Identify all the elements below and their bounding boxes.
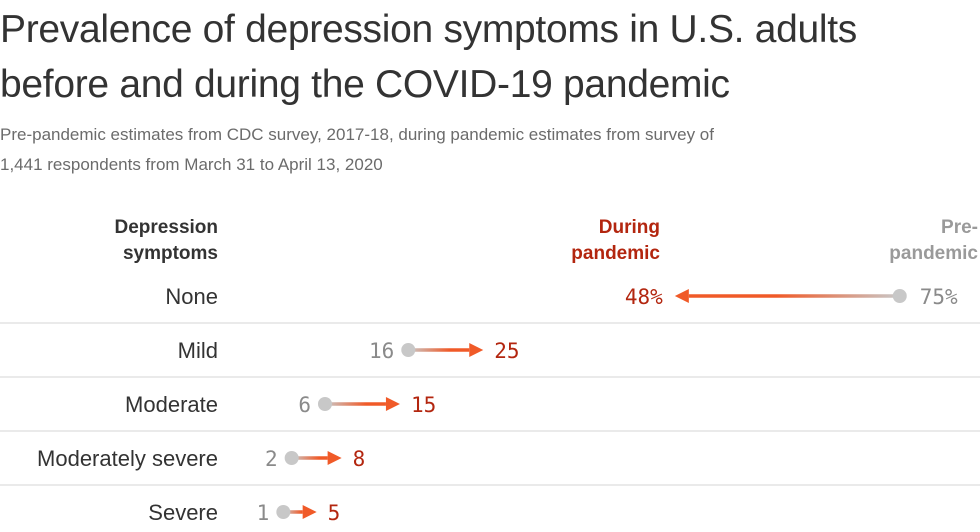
pre-pandemic-dot bbox=[284, 451, 299, 465]
chart-subtitle: Pre-pandemic estimates from CDC survey, … bbox=[0, 125, 714, 174]
pre-pandemic-value-label: 2 bbox=[265, 447, 278, 471]
during-arrowhead bbox=[674, 289, 689, 303]
during-pandemic-value-label: 15 bbox=[411, 393, 436, 417]
during-arrowhead bbox=[327, 451, 342, 465]
column-header-category: Depression bbox=[115, 217, 218, 238]
column-header-pre: pandemic bbox=[889, 243, 978, 264]
during-pandemic-value-label: 5 bbox=[328, 501, 341, 525]
category-label: Moderate bbox=[125, 392, 218, 417]
column-header-pre: Pre- bbox=[941, 217, 978, 238]
pre-pandemic-dot bbox=[401, 343, 416, 357]
category-label: None bbox=[165, 284, 218, 309]
pre-pandemic-value-label: 1 bbox=[257, 501, 270, 525]
during-arrowhead bbox=[302, 505, 317, 519]
column-header-during: pandemic bbox=[571, 243, 660, 264]
during-arrowhead bbox=[469, 343, 484, 357]
category-label: Severe bbox=[148, 500, 218, 525]
category-label: Moderately severe bbox=[37, 446, 218, 471]
pre-pandemic-value-label: 75% bbox=[920, 285, 958, 309]
category-label: Mild bbox=[178, 338, 218, 363]
during-pandemic-value-label: 25 bbox=[494, 339, 519, 363]
pre-pandemic-value-label: 16 bbox=[369, 339, 394, 363]
chart-title: Prevalence of depression symptoms in U.S… bbox=[0, 8, 858, 106]
pre-pandemic-dot bbox=[317, 397, 332, 411]
during-arrowhead bbox=[385, 397, 400, 411]
column-header-during: During bbox=[599, 217, 660, 238]
during-pandemic-value-label: 48% bbox=[625, 285, 663, 309]
during-pandemic-value-label: 8 bbox=[353, 447, 366, 471]
pre-pandemic-value-label: 6 bbox=[298, 393, 311, 417]
pre-pandemic-dot bbox=[892, 289, 907, 303]
column-header-category: symptoms bbox=[123, 243, 218, 264]
pre-pandemic-dot bbox=[276, 505, 291, 519]
